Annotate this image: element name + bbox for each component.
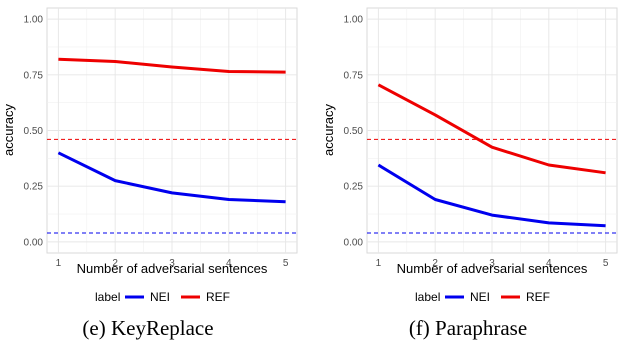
series-line-ref — [58, 57, 286, 74]
legend-label-nei: NEI — [470, 290, 490, 304]
panel-1: 0.00 0.25 0.50 0.75 1.00 1 2 3 4 5 accuracy Number … — [1, 7, 298, 340]
x-tick-label: 5 — [283, 258, 289, 269]
y-axis-title: accuracy — [321, 103, 336, 156]
x-axis-title: Number of adversarial sentences — [397, 261, 588, 276]
y-tick-label: 0.00 — [344, 237, 364, 248]
y-tick-label: 1.00 — [24, 15, 44, 26]
legend-title: label — [95, 290, 120, 304]
x-tick-label: 1 — [56, 258, 62, 269]
x-tick-label: 4 — [546, 258, 552, 269]
y-tick-label: 0.75 — [24, 70, 44, 81]
y-tick-label: 0.75 — [344, 70, 364, 81]
x-tick-label: 4 — [226, 258, 232, 269]
panel-2: 0.00 0.25 0.50 0.75 1.00 1 2 3 4 5 accuracy Number … — [321, 7, 618, 340]
x-tick-label: 2 — [432, 258, 438, 269]
y-tick-label: 1.00 — [344, 15, 364, 26]
legend-label-ref: REF — [526, 290, 550, 304]
panel-caption: (e) KeyReplace — [82, 316, 213, 340]
y-tick-label: 0.25 — [24, 182, 44, 193]
legend-label-ref: REF — [206, 290, 230, 304]
x-axis-title: Number of adversarial sentences — [77, 261, 268, 276]
legend-title: label — [415, 290, 440, 304]
series-line-nei — [57, 151, 286, 204]
legend-label-nei: NEI — [150, 290, 170, 304]
panel-caption: (f) Paraphrase — [409, 316, 527, 340]
x-tick-label: 2 — [112, 258, 118, 269]
series-line-nei — [377, 163, 606, 228]
x-tick-label: 3 — [489, 258, 495, 269]
y-axis-title: accuracy — [1, 103, 16, 156]
series-line-ref — [377, 83, 606, 175]
x-tick-label: 5 — [603, 258, 609, 269]
y-tick-label: 0.00 — [24, 237, 44, 248]
x-tick-label: 3 — [169, 258, 175, 269]
y-tick-label: 0.50 — [344, 126, 364, 137]
x-tick-label: 1 — [376, 258, 382, 269]
y-tick-label: 0.50 — [24, 126, 44, 137]
legend: label NEI REF — [415, 290, 550, 304]
legend: label NEI REF — [95, 290, 230, 304]
y-tick-label: 0.25 — [344, 182, 364, 193]
